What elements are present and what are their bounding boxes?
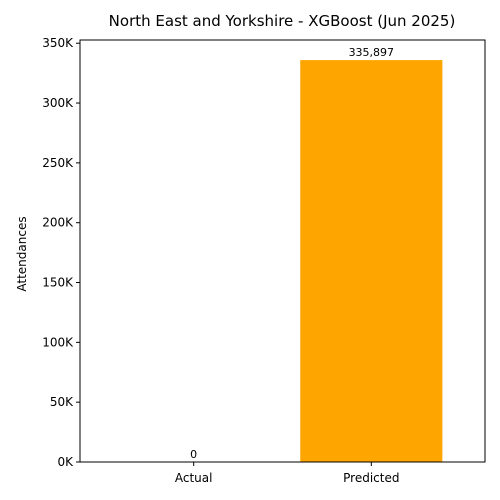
x-tick-label-actual: Actual [175, 471, 213, 485]
y-tick-label: 200K [42, 216, 74, 230]
data-label-predicted: 335,897 [349, 46, 395, 59]
y-axis-label: Attendances [15, 216, 29, 291]
plot-area: 0 Actual 335,897 Predicted 0K 50K 100K 150K 200K… [42, 36, 486, 485]
y-tick-label: 350K [42, 36, 74, 50]
y-tick-label: 100K [42, 335, 74, 349]
chart-title: North East and Yorkshire - XGBoost (Jun … [109, 12, 456, 30]
y-tick-label: 250K [42, 156, 74, 170]
y-tick-label: 50K [50, 395, 74, 409]
y-tick-label: 150K [42, 276, 74, 290]
x-tick-label-predicted: Predicted [343, 471, 399, 485]
y-tick-label: 0K [57, 455, 74, 469]
axes-frame [79, 39, 486, 463]
data-label-actual: 0 [190, 448, 197, 461]
y-tick-label: 300K [42, 96, 74, 110]
bar-predicted [300, 60, 443, 463]
